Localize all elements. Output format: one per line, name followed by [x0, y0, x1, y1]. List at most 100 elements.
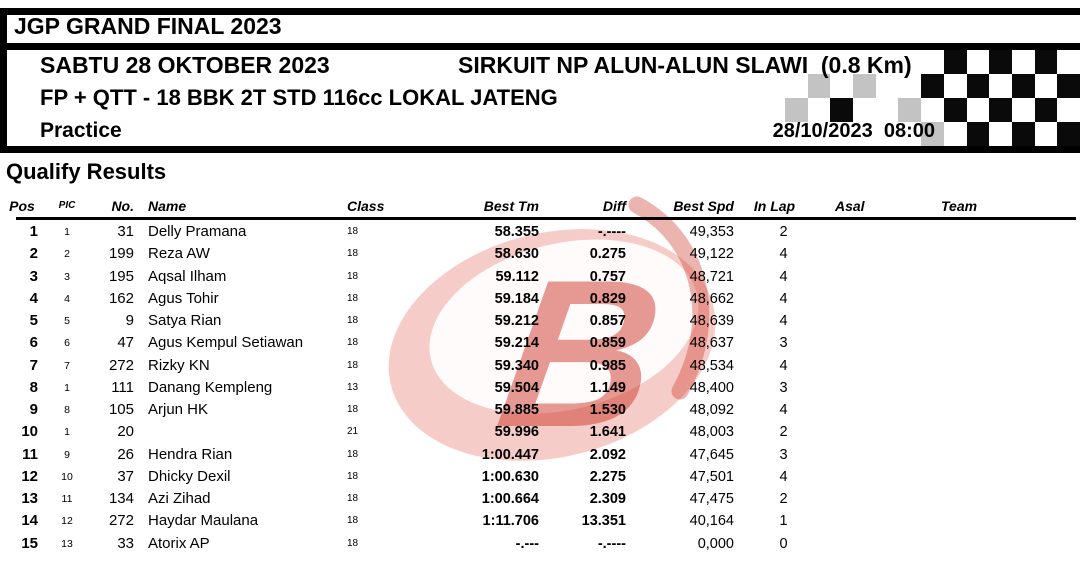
cell-class: 18 — [347, 448, 359, 460]
flag-cell — [875, 50, 899, 74]
cell-pic: 1 — [64, 226, 70, 238]
cell-asal — [812, 421, 905, 443]
flag-cell — [807, 50, 831, 74]
cell-no: 134 — [108, 490, 134, 508]
cell-best-tm: 1:00.447 — [481, 446, 539, 463]
cell-best-spd: 40,164 — [689, 513, 734, 530]
cell-no: 272 — [108, 356, 134, 374]
flag-cell — [921, 74, 944, 98]
cell-diff: 0.829 — [589, 290, 626, 307]
table-row: 5 5 9 Satya Rian 18 59.212 0.857 48,639 4 — [0, 310, 1080, 332]
cell-no: 195 — [108, 267, 134, 285]
header-left-rule — [0, 8, 7, 153]
flag-cell — [989, 50, 1012, 74]
table-header-row: Pos PIC No. Name Class Best Tm Diff Best… — [0, 196, 1080, 216]
cell-name: Hendra Rian — [148, 445, 233, 463]
cell-team — [905, 332, 1080, 354]
flag-cell — [921, 50, 944, 74]
flag-cell — [1011, 74, 1035, 98]
cell-name: Azi Zihad — [148, 490, 211, 508]
cell-asal — [812, 466, 905, 488]
cell-no: 272 — [108, 512, 134, 530]
flag-cell — [785, 122, 808, 146]
flag-cell — [943, 74, 967, 98]
cell-pic: 11 — [61, 493, 73, 506]
flag-cell — [1011, 122, 1035, 146]
cell-pic: 7 — [64, 359, 70, 372]
cell-in-lap: 4 — [779, 468, 788, 485]
cell-in-lap: 1 — [779, 513, 788, 530]
circuit-name: SIRKUIT NP ALUN-ALUN SLAWI (0.8 Km) — [458, 52, 912, 78]
table-row: 11 9 26 Hendra Rian 18 1:00.447 2.092 47,645 3 — [0, 444, 1080, 466]
cell-pic: 2 — [64, 248, 70, 261]
cell-team — [905, 533, 1080, 555]
cell-best-tm: 1:11.706 — [482, 513, 539, 530]
cell-class: 18 — [347, 292, 359, 304]
flag-cell — [966, 74, 990, 98]
flag-cell — [853, 74, 876, 98]
cell-class: 18 — [347, 359, 359, 371]
cell-best-spd: 48,400 — [689, 379, 734, 396]
cell-name: Reza AW — [148, 245, 210, 263]
cell-team — [905, 466, 1080, 488]
cell-pos: 2 — [29, 245, 38, 263]
cell-no: 37 — [117, 467, 134, 485]
flag-cell — [1057, 122, 1080, 146]
cell-pos: 3 — [29, 267, 38, 285]
cell-in-lap: 3 — [779, 379, 788, 396]
cell-in-lap: 4 — [779, 402, 788, 419]
flag-cell — [943, 122, 967, 146]
flag-cell — [785, 74, 808, 98]
cell-diff: 2.092 — [589, 446, 626, 463]
cell-pos: 11 — [22, 445, 38, 463]
cell-pic: 12 — [61, 515, 73, 528]
cell-team — [905, 310, 1080, 332]
table-row: 6 6 47 Agus Kempul Setiawan 18 59.214 0.859 48,… — [0, 332, 1080, 354]
cell-no: 31 — [117, 223, 134, 240]
cell-class: 18 — [347, 470, 359, 482]
section-title: Qualify Results — [6, 159, 167, 184]
cell-pic: 6 — [64, 337, 70, 350]
flag-cell — [875, 122, 899, 146]
cell-asal — [812, 533, 905, 555]
cell-best-tm: 59.996 — [494, 424, 539, 441]
cell-pos: 15 — [21, 534, 38, 552]
cell-team — [905, 221, 1080, 243]
flag-cell — [989, 122, 1012, 146]
flag-cell — [807, 98, 831, 122]
flag-cell — [1011, 50, 1035, 74]
cell-best-tm: -.--- — [515, 535, 539, 552]
cell-best-spd: 49,353 — [689, 224, 734, 240]
cell-diff: 2.275 — [589, 468, 626, 485]
col-header-asal: Asal — [835, 198, 865, 214]
cell-team — [905, 444, 1080, 466]
cell-diff: 1.149 — [589, 379, 626, 396]
cell-class: 18 — [347, 404, 359, 416]
cell-in-lap: 3 — [779, 335, 788, 352]
cell-no: 20 — [117, 423, 134, 441]
table-row: 4 4 162 Agus Tohir 18 59.184 0.829 48,662 4 — [0, 288, 1080, 310]
cell-no: 111 — [111, 378, 134, 396]
cell-no: 26 — [117, 445, 134, 463]
cell-class: 18 — [347, 226, 359, 237]
cell-best-spd: 0,000 — [697, 535, 734, 552]
cell-class: 18 — [347, 493, 359, 505]
cell-name: Haydar Maulana — [148, 512, 259, 530]
cell-in-lap: 4 — [779, 290, 788, 307]
flag-cell — [1011, 98, 1035, 122]
cell-class: 18 — [347, 337, 359, 349]
cell-best-tm: 59.184 — [494, 290, 539, 307]
col-header-team: Team — [941, 198, 978, 214]
cell-diff: 0.859 — [589, 335, 626, 352]
cell-in-lap: 2 — [779, 424, 788, 441]
cell-team — [905, 510, 1080, 532]
cell-name: Agus Kempul Setiawan — [148, 334, 304, 352]
header-bottom-rule — [0, 146, 1080, 153]
cell-name — [134, 421, 340, 443]
cell-name: Rizky KN — [148, 356, 210, 374]
cell-pos: 8 — [29, 378, 38, 396]
cell-name: Agus Tohir — [148, 289, 219, 307]
flag-cell — [989, 98, 1012, 122]
race-class-line: FP + QTT - 18 BBK 2T STD 116cc LOKAL JAT… — [40, 85, 558, 110]
